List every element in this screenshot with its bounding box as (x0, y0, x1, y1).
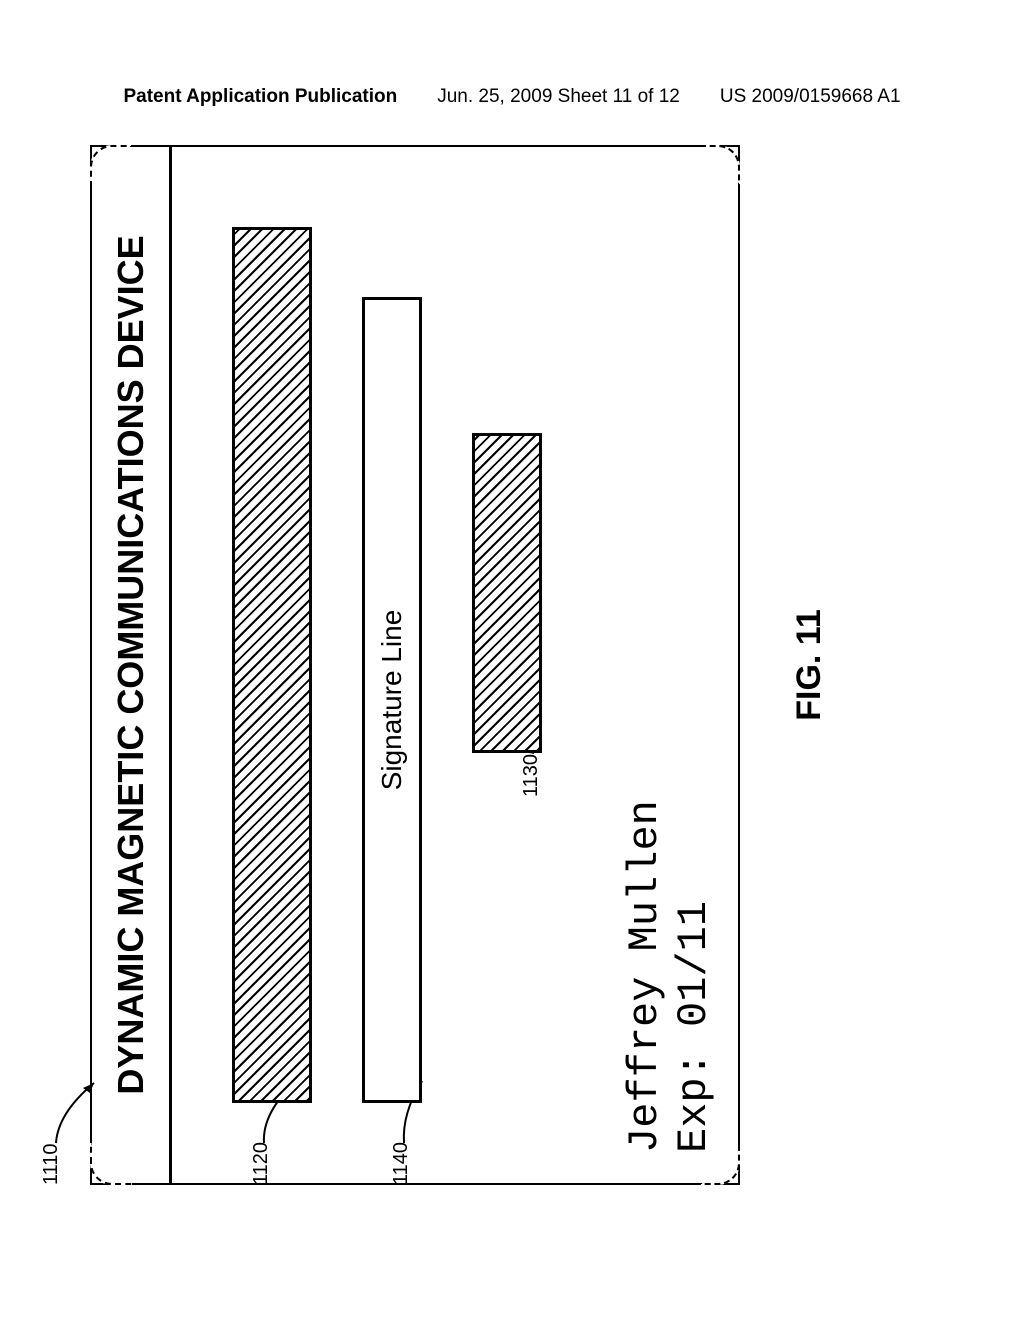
mag-stripe-secondary (472, 433, 542, 753)
cardholder-block: Jeffrey Mullen Exp: 01/11 (621, 800, 718, 1153)
mag-stripe-primary (232, 227, 312, 1103)
header-right: US 2009/0159668 A1 (720, 86, 901, 108)
cardholder-expiry: Exp: 01/11 (670, 800, 718, 1153)
header-left: Patent Application Publication (123, 86, 397, 108)
page-header: Patent Application Publication Jun. 25, … (0, 86, 1024, 108)
card-title-band: DYNAMIC MAGNETIC COMMUNICATIONS DEVICE (92, 147, 172, 1183)
header-middle: Jun. 25, 2009 Sheet 11 of 12 (437, 86, 680, 108)
callout-1110: 1110 (40, 1143, 63, 1185)
figure-caption: FIG. 11 (790, 609, 829, 721)
card-title-text: DYNAMIC MAGNETIC COMMUNICATIONS DEVICE (110, 235, 152, 1094)
figure-rotated: 1100 1110 1120 1140 1130 DYNAMIC MAGNETI… (0, 265, 1024, 1065)
card-outline: DYNAMIC MAGNETIC COMMUNICATIONS DEVICE S… (90, 145, 740, 1185)
signature-line-box: Signature Line (362, 297, 422, 1103)
cardholder-name: Jeffrey Mullen (621, 800, 669, 1153)
signature-line-label: Signature Line (376, 610, 408, 791)
